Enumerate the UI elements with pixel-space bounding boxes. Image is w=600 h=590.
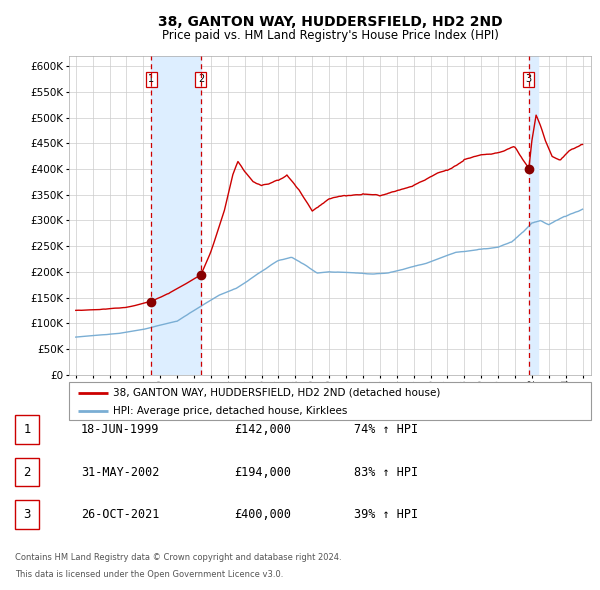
Text: 83% ↑ HPI: 83% ↑ HPI — [354, 466, 418, 478]
Text: 1: 1 — [148, 74, 154, 84]
Bar — [151, 56, 201, 375]
Text: 1: 1 — [23, 423, 31, 436]
Text: Contains HM Land Registry data © Crown copyright and database right 2024.: Contains HM Land Registry data © Crown c… — [15, 553, 341, 562]
Text: This data is licensed under the Open Government Licence v3.0.: This data is licensed under the Open Gov… — [15, 571, 283, 579]
Text: 26-OCT-2021: 26-OCT-2021 — [81, 508, 160, 521]
FancyBboxPatch shape — [69, 382, 591, 420]
Text: 74% ↑ HPI: 74% ↑ HPI — [354, 423, 418, 436]
Text: 38, GANTON WAY, HUDDERSFIELD, HD2 2ND (detached house): 38, GANTON WAY, HUDDERSFIELD, HD2 2ND (d… — [113, 388, 441, 398]
Text: £400,000: £400,000 — [234, 508, 291, 521]
Text: 31-MAY-2002: 31-MAY-2002 — [81, 466, 160, 478]
Text: 2: 2 — [23, 466, 31, 478]
Text: 2: 2 — [198, 74, 204, 84]
Text: 3: 3 — [23, 508, 31, 521]
Text: 18-JUN-1999: 18-JUN-1999 — [81, 423, 160, 436]
Text: HPI: Average price, detached house, Kirklees: HPI: Average price, detached house, Kirk… — [113, 406, 348, 415]
Text: 3: 3 — [526, 74, 532, 84]
Bar — [529, 56, 538, 375]
Text: 38, GANTON WAY, HUDDERSFIELD, HD2 2ND: 38, GANTON WAY, HUDDERSFIELD, HD2 2ND — [158, 15, 502, 30]
Text: 39% ↑ HPI: 39% ↑ HPI — [354, 508, 418, 521]
Text: £194,000: £194,000 — [234, 466, 291, 478]
Text: £142,000: £142,000 — [234, 423, 291, 436]
Text: Price paid vs. HM Land Registry's House Price Index (HPI): Price paid vs. HM Land Registry's House … — [161, 29, 499, 42]
